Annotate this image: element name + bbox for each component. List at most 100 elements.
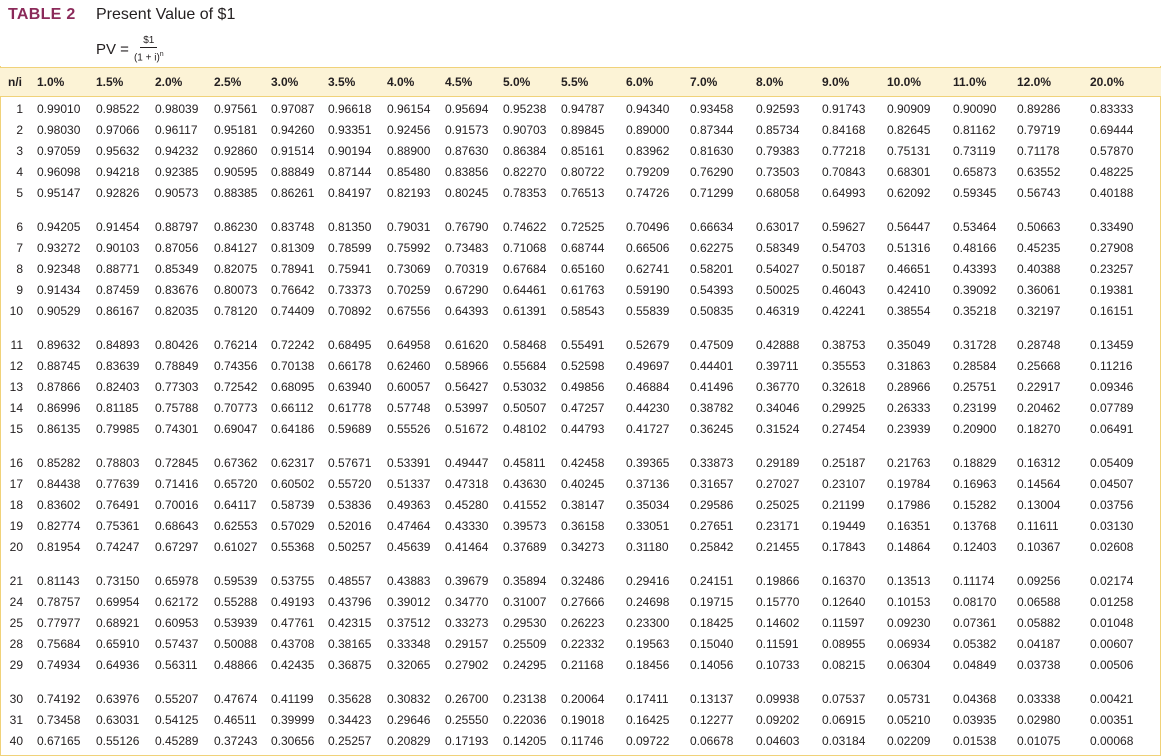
table-cell: 0.77303 <box>155 379 199 394</box>
row-n-label: 9 <box>16 282 23 297</box>
table-cell: 0.90529 <box>37 303 81 318</box>
table-cell: 0.68744 <box>561 240 605 255</box>
table-cell: 0.69444 <box>1090 122 1134 137</box>
table-cell: 0.94260 <box>271 122 315 137</box>
table-cell: 0.05409 <box>1090 456 1134 470</box>
pv-formula: PV = $1 (1 + i)n <box>96 34 164 64</box>
table-cell: 0.27908 <box>1090 240 1134 255</box>
table-cell: 0.09722 <box>626 733 670 748</box>
table-row: 21 0.81143 0.73150 0.65978 0.59539 0.53755 0.4… <box>0 574 1161 590</box>
table-cell: 0.36061 <box>1017 282 1061 297</box>
table-cell: 0.92593 <box>756 102 800 116</box>
table-cell: 0.36875 <box>328 657 372 672</box>
table-cell: 0.51672 <box>445 421 489 436</box>
table-cell: 0.98030 <box>37 122 81 137</box>
table-cell: 0.48102 <box>503 421 547 436</box>
table-cell: 0.53464 <box>953 220 997 234</box>
table-row: 25 0.77977 0.68921 0.60953 0.53939 0.47761 0.4… <box>0 616 1161 632</box>
formula-denominator: (1 + i) <box>133 52 160 64</box>
table-cell: 0.39012 <box>387 594 431 609</box>
column-header-n: n/i <box>8 75 22 89</box>
table-row: 24 0.78757 0.69954 0.62172 0.55288 0.49193 0.4… <box>0 595 1161 611</box>
table-cell: 0.24151 <box>690 574 734 588</box>
table-cell: 0.73503 <box>756 164 800 179</box>
table-cell: 0.66634 <box>690 220 734 234</box>
row-n-label: 18 <box>9 497 23 512</box>
table-cell: 0.73069 <box>387 261 431 276</box>
table-cell: 0.92385 <box>155 164 199 179</box>
table-cell: 0.27666 <box>561 594 605 609</box>
table-cell: 0.43883 <box>387 574 431 588</box>
table-cell: 0.70496 <box>626 220 670 234</box>
table-cell: 0.01048 <box>1090 615 1134 630</box>
table-cell: 0.37243 <box>214 733 258 748</box>
table-cell: 0.51316 <box>887 240 931 255</box>
table-cell: 0.74247 <box>96 539 140 554</box>
table-cell: 0.00506 <box>1090 657 1134 672</box>
table-cell: 0.74409 <box>271 303 315 318</box>
table-cell: 0.50257 <box>328 539 372 554</box>
table-cell: 0.12277 <box>690 712 734 727</box>
table-cell: 0.33273 <box>445 615 489 630</box>
table-cell: 0.71068 <box>503 240 547 255</box>
table-cell: 0.81954 <box>37 539 81 554</box>
row-n-label: 12 <box>9 358 23 373</box>
table-cell: 0.49363 <box>387 497 431 512</box>
table-row: 6 0.94205 0.91454 0.88797 0.86230 0.83748 0.81… <box>0 220 1161 236</box>
table-cell: 0.88797 <box>155 220 199 234</box>
table-cell: 0.13004 <box>1017 497 1061 512</box>
table-cell: 0.27902 <box>445 657 489 672</box>
table-cell: 0.29646 <box>387 712 431 727</box>
table-cell: 0.06934 <box>887 636 931 651</box>
table-cell: 0.64186 <box>271 421 315 436</box>
table-cell: 0.94205 <box>37 220 81 234</box>
table-cell: 0.19018 <box>561 712 605 727</box>
table-cell: 0.75992 <box>387 240 431 255</box>
table-cell: 0.47509 <box>690 338 734 352</box>
table-cell: 0.35034 <box>626 497 670 512</box>
table-cell: 0.19866 <box>756 574 800 588</box>
table-cell: 0.78757 <box>37 594 81 609</box>
table-cell: 0.74622 <box>503 220 547 234</box>
table-cell: 0.24698 <box>626 594 670 609</box>
table-row: 40 0.67165 0.55126 0.45289 0.37243 0.30656 0.2… <box>0 734 1161 750</box>
table-cell: 0.03935 <box>953 712 997 727</box>
table-cell: 0.57029 <box>271 518 315 533</box>
table-cell: 0.23300 <box>626 615 670 630</box>
table-cell: 0.29416 <box>626 574 670 588</box>
table-cell: 0.11597 <box>822 615 865 630</box>
table-cell: 0.62275 <box>690 240 734 255</box>
table-cell: 0.65873 <box>953 164 997 179</box>
table-cell: 0.94218 <box>96 164 140 179</box>
table-cell: 0.37512 <box>387 615 431 630</box>
table-cell: 0.33348 <box>387 636 431 651</box>
table-row: 13 0.87866 0.82403 0.77303 0.72542 0.68095 0.6… <box>0 380 1161 396</box>
table-cell: 0.15770 <box>756 594 800 609</box>
row-n-label: 28 <box>9 636 23 651</box>
table-cell: 0.02174 <box>1090 574 1134 588</box>
table-cell: 0.95181 <box>214 122 258 137</box>
column-header-rate: 10.0% <box>887 75 922 89</box>
table-cell: 0.31657 <box>690 476 734 491</box>
table-cell: 0.47674 <box>214 692 258 706</box>
table-cell: 0.64393 <box>445 303 489 318</box>
table-cell: 0.82645 <box>887 122 931 137</box>
table-cell: 0.83962 <box>626 143 670 158</box>
table-cell: 0.50187 <box>822 261 866 276</box>
table-cell: 0.21168 <box>561 657 604 672</box>
table-cell: 0.94787 <box>561 102 605 116</box>
column-header-rate: 1.0% <box>37 75 65 89</box>
table-cell: 0.14056 <box>690 657 734 672</box>
table-cell: 0.79383 <box>756 143 800 158</box>
table-cell: 0.29157 <box>445 636 489 651</box>
table-number: TABLE 2 <box>8 6 76 23</box>
table-cell: 0.08170 <box>953 594 997 609</box>
table-cell: 0.38165 <box>328 636 372 651</box>
table-cell: 0.21199 <box>822 497 865 512</box>
table-cell: 0.02608 <box>1090 539 1134 554</box>
table-cell: 0.16963 <box>953 476 997 491</box>
column-header-rate: 20.0% <box>1090 75 1125 89</box>
table-cell: 0.35218 <box>953 303 997 318</box>
table-cell: 0.43708 <box>271 636 315 651</box>
table-cell: 0.28966 <box>887 379 931 394</box>
